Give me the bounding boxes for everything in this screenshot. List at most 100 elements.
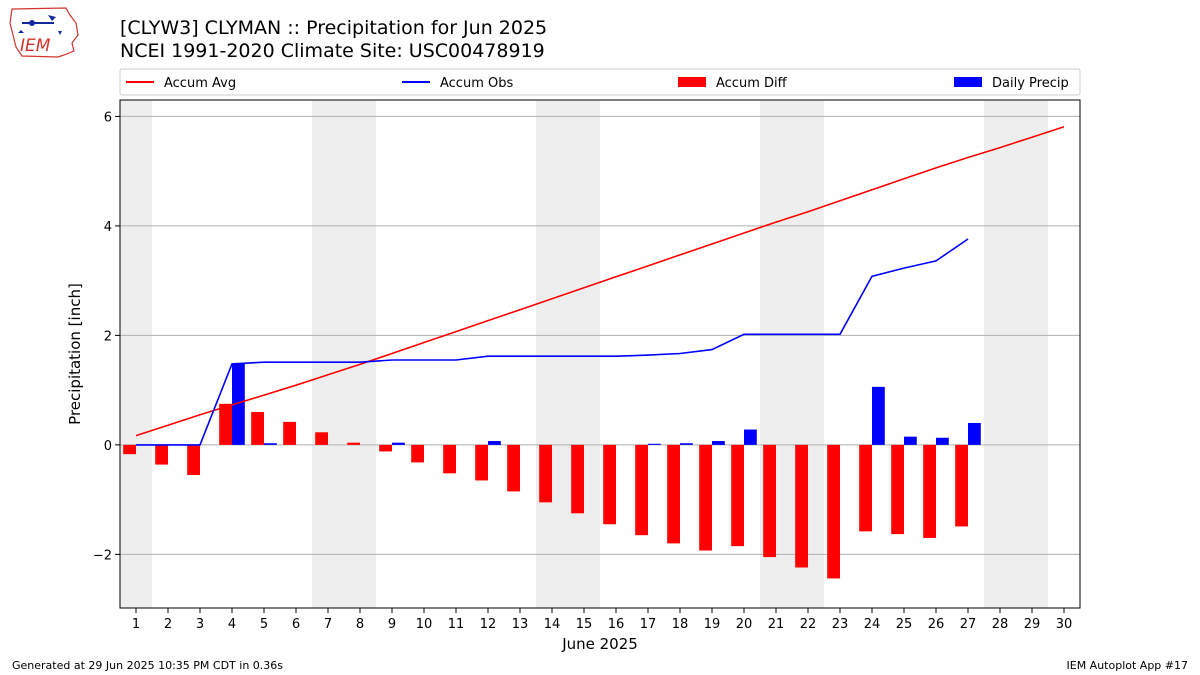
x-tick-label: 26 — [928, 617, 945, 632]
y-axis-label: Precipitation [inch] — [66, 283, 84, 425]
accum-diff-bar — [923, 444, 936, 538]
iem-logo: IEM — [8, 5, 80, 59]
x-tick-label: 24 — [864, 617, 881, 632]
chart-subtitle: NCEI 1991-2020 Climate Site: USC00478919 — [120, 40, 545, 62]
weekend-band — [312, 100, 376, 608]
daily-precip-bar — [872, 386, 885, 445]
accum-diff-bar — [763, 444, 776, 558]
y-tick-label: 4 — [104, 220, 112, 235]
weekend-band — [984, 100, 1048, 608]
x-tick-label: 1 — [132, 617, 140, 632]
x-tick-label: 21 — [768, 617, 785, 632]
accum-diff-bar — [443, 444, 456, 474]
legend-swatch — [954, 77, 982, 87]
legend-swatch — [678, 77, 706, 87]
bars — [123, 363, 981, 579]
accum-diff-bar — [379, 444, 392, 452]
weekend-band — [536, 100, 600, 608]
x-tick-label: 11 — [448, 617, 465, 632]
lines — [135, 126, 1065, 446]
y-axis-ticks: −2 0 2 4 6 — [93, 110, 120, 563]
x-tick-label: 18 — [672, 617, 689, 632]
weekend-shading — [120, 100, 1048, 608]
x-tick-label: 2 — [164, 617, 172, 632]
generated-timestamp: Generated at 29 Jun 2025 10:35 PM CDT in… — [12, 659, 284, 672]
logo-text: IEM — [20, 36, 51, 56]
daily-precip-bar — [392, 442, 405, 445]
x-tick-label: 29 — [1024, 617, 1041, 632]
accum-diff-bar — [123, 444, 136, 455]
accum-diff-bar — [795, 444, 808, 568]
accum-diff-bar — [475, 444, 488, 481]
accum-diff-bar — [571, 444, 584, 514]
daily-precip-bar — [968, 422, 981, 445]
accum-diff-bar — [187, 444, 200, 475]
accum-diff-bar — [251, 412, 264, 445]
x-tick-label: 22 — [800, 617, 817, 632]
x-tick-label: 25 — [896, 617, 913, 632]
y-tick-label: −2 — [93, 548, 112, 563]
accum-diff-bar — [411, 444, 424, 463]
accum-diff-bar — [347, 442, 360, 445]
legend-frame — [119, 68, 1081, 96]
accum-diff-bar — [859, 444, 872, 532]
accum-diff-bar — [891, 444, 904, 535]
accum-diff-bar — [667, 444, 680, 544]
legend-label: Daily Precip — [992, 76, 1069, 91]
daily-precip-bar — [232, 363, 245, 445]
daily-precip-bar — [744, 429, 757, 445]
x-tick-label: 15 — [576, 617, 593, 632]
legend-label: Accum Obs — [440, 76, 513, 91]
x-axis-label: June 2025 — [561, 635, 638, 653]
x-tick-label: 23 — [832, 617, 849, 632]
accum-diff-bar — [731, 444, 744, 547]
accum-diff-bar — [539, 444, 552, 503]
x-tick-label: 27 — [960, 617, 977, 632]
x-tick-label: 10 — [416, 617, 433, 632]
daily-precip-bar — [264, 443, 277, 445]
daily-precip-bar — [904, 436, 917, 445]
x-axis-ticks: 1 2 3 4 5 6 7 8 9 10 11 12 13 14 15 16 17 18 19 20 21 22 23 24 2… — [132, 608, 1072, 632]
accum-obs-line — [136, 238, 969, 446]
accum-diff-bar — [635, 444, 648, 536]
accum-diff-bar — [315, 432, 328, 445]
x-tick-label: 6 — [292, 617, 300, 632]
legend-label: Accum Avg — [164, 76, 236, 91]
x-tick-label: 17 — [640, 617, 657, 632]
x-tick-label: 30 — [1056, 617, 1073, 632]
x-tick-label: 28 — [992, 617, 1009, 632]
plot-frame — [119, 99, 1081, 609]
daily-precip-bar — [648, 443, 661, 445]
x-tick-label: 19 — [704, 617, 721, 632]
x-tick-label: 20 — [736, 617, 753, 632]
daily-precip-bar — [488, 441, 501, 445]
app-credit: IEM Autoplot App #17 — [1066, 659, 1189, 672]
legend: Accum Avg Accum Obs Accum Diff Daily Precip — [119, 68, 1081, 96]
accum-diff-bar — [155, 444, 168, 465]
accum-diff-bar — [955, 444, 968, 527]
daily-precip-bar — [936, 437, 949, 445]
legend-label: Accum Diff — [716, 76, 788, 91]
x-tick-label: 12 — [480, 617, 497, 632]
x-tick-label: 7 — [324, 617, 332, 632]
accum-diff-bar — [699, 444, 712, 551]
x-tick-label: 14 — [544, 617, 561, 632]
x-tick-label: 4 — [228, 617, 236, 632]
accum-diff-bar — [603, 444, 616, 525]
chart-title: [CLYW3] CLYMAN :: Precipitation for Jun … — [120, 17, 548, 39]
x-tick-label: 13 — [512, 617, 529, 632]
accum-diff-bar — [827, 444, 840, 579]
accum-avg-line — [135, 126, 1065, 437]
accum-diff-bar — [507, 444, 520, 492]
daily-precip-bar — [680, 443, 693, 445]
y-tick-label: 2 — [104, 329, 112, 344]
x-tick-label: 5 — [260, 617, 268, 632]
x-tick-label: 9 — [388, 617, 396, 632]
x-tick-label: 16 — [608, 617, 625, 632]
x-tick-label: 8 — [356, 617, 364, 632]
y-tick-label: 6 — [104, 110, 112, 125]
weekend-band — [120, 100, 152, 608]
y-tick-label: 0 — [104, 439, 112, 454]
accum-diff-bar — [219, 403, 232, 445]
